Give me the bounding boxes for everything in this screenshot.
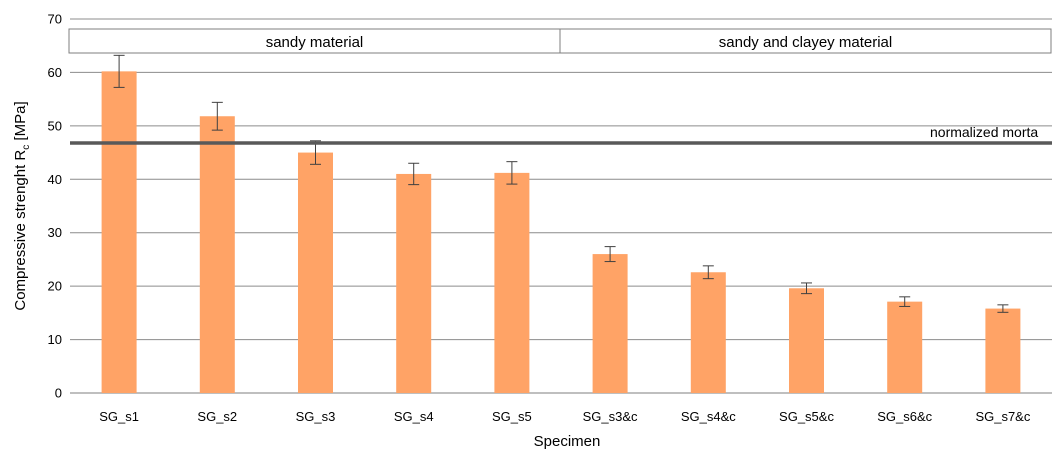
bar: [494, 172, 530, 393]
annotations: sandy material sandy and clayey material: [68, 28, 1052, 54]
bars: [101, 71, 1021, 394]
x-tick-label: SG_s4: [394, 409, 434, 424]
bar: [690, 272, 726, 393]
x-tick-label: SG_s1: [99, 409, 139, 424]
reference-line-label: normalized morta: [930, 124, 1038, 140]
x-tick-label: SG_s5&c: [779, 409, 834, 424]
annotation-frame: [559, 28, 1052, 54]
error-bar: [506, 161, 518, 185]
y-axis-title: Compressive strenght Rc [MPa]: [12, 101, 32, 310]
bar: [101, 71, 137, 394]
x-axis-title: Specimen: [534, 433, 601, 450]
bar: [298, 152, 333, 393]
y-axis-title-main: Compressive strenght R: [12, 150, 29, 311]
error-bar: [211, 101, 223, 131]
error-bar: [604, 246, 616, 263]
error-bar: [702, 265, 714, 280]
bar: [396, 173, 432, 393]
annotation-label: sandy and clayey material: [719, 34, 892, 51]
x-tick-labels: SG_s1 SG_s2 SG_s3 SG_s4 SG_s5 SG_s3&c SG_s4&c S…: [99, 409, 1031, 424]
x-tick-label: SG_s3&c: [583, 409, 638, 424]
annotation-box: sandy and clayey material: [559, 28, 1052, 54]
y-tick-label: 10: [48, 332, 62, 347]
y-tick-label: 30: [48, 225, 62, 240]
x-tick-label: SG_s6&c: [877, 409, 932, 424]
error-bar: [113, 54, 125, 88]
x-tick-label: SG_s3: [296, 409, 336, 424]
y-tick-labels: 0 10 20 30 40 50 60 70: [48, 12, 62, 401]
error-bar: [408, 162, 420, 186]
bar: [789, 288, 824, 393]
y-tick-label: 40: [48, 172, 62, 187]
y-tick-label: 70: [48, 12, 62, 27]
annotation-label: sandy material: [266, 34, 364, 51]
bar: [985, 308, 1021, 393]
x-tick-label: SG_s5: [492, 409, 532, 424]
annotation-box: sandy material: [68, 28, 561, 54]
error-bar: [899, 296, 911, 307]
y-tick-label: 60: [48, 65, 62, 80]
error-bar: [801, 282, 812, 295]
x-tick-label: SG_s7&c: [975, 409, 1030, 424]
y-axis-title-unit: [MPa]: [12, 101, 29, 144]
bar: [592, 254, 628, 393]
bar: [199, 116, 235, 394]
y-tick-label: 20: [48, 279, 62, 294]
x-tick-label: SG_s2: [197, 409, 237, 424]
error-bar: [997, 304, 1009, 313]
x-tick-label: SG_s4&c: [681, 409, 736, 424]
bar: [887, 301, 923, 393]
error-bar: [310, 140, 321, 165]
y-tick-label: 50: [48, 118, 62, 133]
y-tick-label: 0: [55, 386, 62, 401]
y-axis-title-subscript: c: [21, 145, 32, 150]
annotation-frame: [68, 28, 561, 54]
error-bars: [113, 54, 1009, 313]
